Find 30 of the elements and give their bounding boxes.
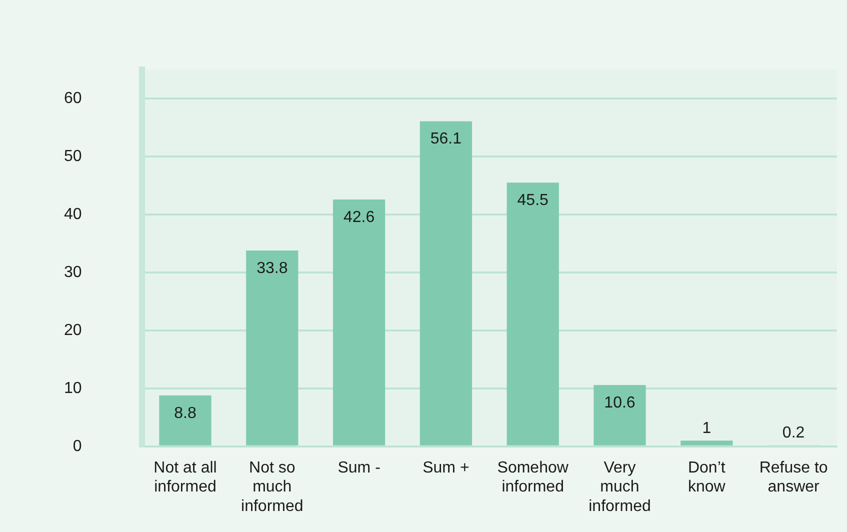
data-label: 45.5 [517, 192, 549, 210]
data-label: 10.6 [604, 394, 636, 412]
x-tick-label: Very much informed [588, 459, 651, 515]
bar [159, 395, 212, 446]
y-tick-label: 30 [64, 264, 82, 281]
bar [594, 384, 646, 446]
y-tick-label: 50 [64, 148, 82, 165]
bar [420, 121, 472, 446]
y-tick-label: 0 [72, 438, 82, 455]
y-tick-label: 20 [64, 322, 82, 339]
data-label: 33.8 [256, 260, 288, 277]
y-tick-label: 60 [64, 90, 82, 107]
y-tick-label: 40 [64, 206, 82, 223]
data-label: 1 [702, 420, 712, 438]
x-tick-label: Refuse to answer [759, 459, 828, 496]
x-tick-label: Sum + [422, 459, 470, 476]
data-label: 0.2 [782, 424, 805, 442]
bar [680, 440, 733, 446]
x-tick-label: Don’t know [688, 459, 726, 496]
x-tick-label: Somehow informed [497, 459, 569, 496]
data-label: 42.6 [343, 208, 375, 226]
x-tick-label: Not at all informed [154, 459, 217, 496]
bar [506, 182, 559, 446]
x-tick-label: Not so much informed [241, 459, 304, 515]
y-tick-label: 10 [64, 380, 82, 397]
data-label: 8.8 [174, 404, 196, 422]
x-tick-label: Sum - [338, 459, 380, 476]
bar [332, 199, 386, 446]
data-label: 56.1 [430, 130, 462, 148]
bar [246, 250, 298, 446]
